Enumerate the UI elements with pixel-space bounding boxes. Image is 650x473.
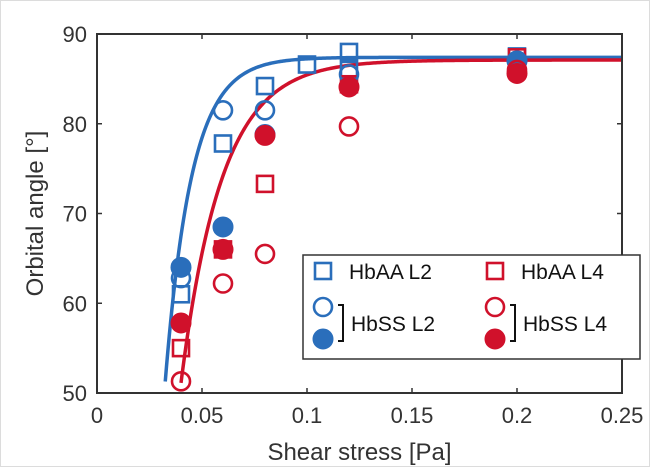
red-square-open-point [255,174,275,194]
red-circle-filled-point [506,62,528,84]
legend-label: HbAA L2 [349,261,432,284]
blue-square-open-point [255,76,275,96]
axis-ticks: 0 0.05 0.1 0.15 0.2 0.25 50 60 70 80 90 [63,22,644,428]
legend-circle-filled-marker [312,328,334,350]
legend-frame [302,254,641,360]
red-circle-open-point [170,371,192,392]
red-circle-filled-point [212,238,234,260]
blue-square-open-point [297,55,317,74]
legend-label: HbAA L4 [521,261,604,284]
blue-circle-open-point [254,99,276,121]
x-tick-label: 0.25 [601,403,644,428]
y-tick-label: 70 [63,202,87,227]
x-axis-label: Shear stress [Pa] [267,439,451,466]
red-square-open-point [171,338,191,358]
legend-square-open-marker [485,261,505,281]
legend-circle-open-marker [312,296,334,318]
blue-fit-curve [163,55,622,382]
x-tick-label: 0.05 [181,403,224,428]
blue-circle-open-point [212,99,234,121]
y-tick-label: 50 [63,381,87,406]
legend-bracket [510,304,516,342]
red-circle-filled-point [338,76,360,98]
legend-circle-open-marker [484,296,506,318]
red-fit-curve [179,58,622,384]
x-tick-label: 0.1 [292,403,323,428]
blue-circle-filled-point [170,256,192,278]
blue-square-open-point [339,42,359,62]
legend-circle-filled-marker [484,328,506,350]
legend-square-open-marker [313,261,333,281]
red-circle-open-point [338,116,360,137]
legend: HbAA L2 HbAA L4 HbSS L2 HbSS L4 [302,254,641,360]
blue-circle-filled-point [212,216,234,238]
y-tick-label: 60 [63,291,87,316]
x-tick-label: 0.2 [502,403,533,428]
blue-square-open-point [213,134,233,153]
fit-curves [163,55,622,384]
red-circle-open-point [254,243,276,265]
x-tick-label: 0.15 [391,403,434,428]
legend-label: HbSS L2 [351,313,435,336]
red-circle-filled-point [254,124,276,146]
x-tick-label: 0 [91,403,103,428]
y-tick-label: 80 [63,112,87,137]
legend-label: HbSS L4 [523,313,607,336]
y-tick-label: 90 [63,22,87,47]
data-markers [170,42,528,392]
y-axis-label: Orbital angle [°] [22,131,49,297]
red-circle-open-point [212,273,234,294]
red-circle-filled-point [170,312,192,334]
legend-bracket [338,304,344,342]
legend-entries: HbAA L2 HbAA L4 HbSS L2 HbSS L4 [312,261,607,350]
